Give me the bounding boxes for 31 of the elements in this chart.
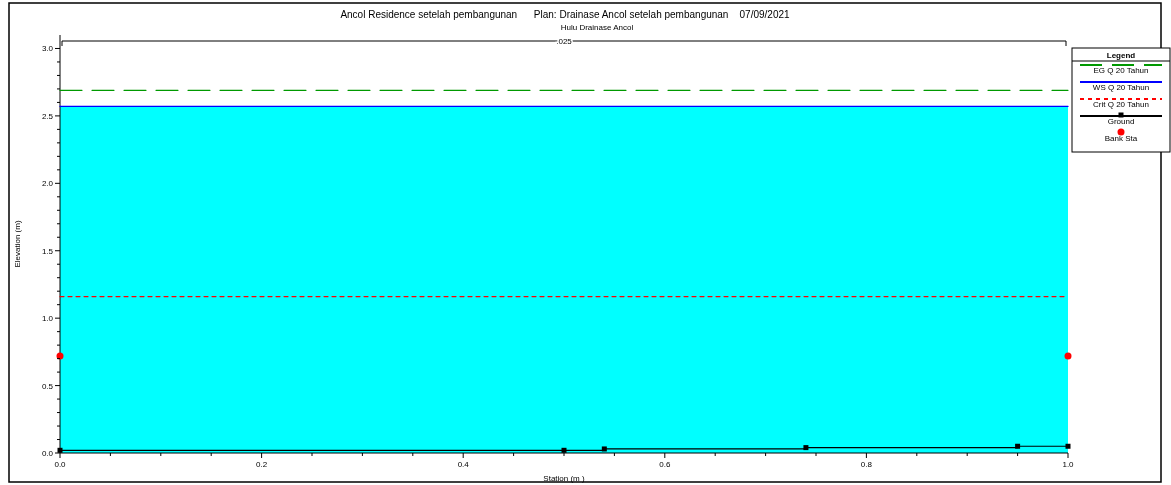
point <box>561 447 567 453</box>
point <box>1015 443 1021 449</box>
y-tick-label: 1.0 <box>41 314 54 324</box>
y-tick-label: 0.0 <box>41 449 54 458</box>
x-tick-label: 0.8 <box>860 460 873 469</box>
x-tick-label: 0.0 <box>54 460 67 469</box>
y-tick-label: 2.5 <box>41 111 54 121</box>
chart-subtitle: Hulu Drainase Ancol <box>560 23 634 32</box>
annotation: .025 <box>556 37 573 46</box>
x-tick-label: 0.6 <box>659 460 671 469</box>
legend-label: Ground <box>1107 117 1135 126</box>
y-tick-label: 1.5 <box>41 246 54 256</box>
legend-label: Bank Sta <box>1104 134 1138 143</box>
legend-label: Crit Q 20 Tahun <box>1093 100 1149 109</box>
y-tick-label: 3.0 <box>41 44 54 54</box>
y-tick-label: 2.0 <box>41 179 54 189</box>
y-axis-title: Elevation (m) <box>13 220 22 268</box>
y-tick-label: 0.5 <box>41 381 54 391</box>
point <box>803 445 809 451</box>
x-tick-label: 0.4 <box>457 460 470 469</box>
chart-title: Ancol Residence setelah pembangunan Plan: Drainase Ancol setelah pembangunan 07/09/2021 <box>340 9 791 20</box>
x-tick-label: 1.0 <box>1062 460 1075 469</box>
point <box>1065 443 1071 449</box>
point <box>601 446 607 452</box>
legend-label: EG Q 20 Tahun <box>1093 66 1149 75</box>
x-axis-title: Station (m ) <box>543 474 586 483</box>
point <box>1064 352 1072 360</box>
x-tick-label: 0.2 <box>256 460 268 469</box>
legend-title: Legend <box>1106 51 1136 60</box>
point <box>56 352 64 360</box>
legend-label: WS Q 20 Tahun <box>1092 83 1150 92</box>
